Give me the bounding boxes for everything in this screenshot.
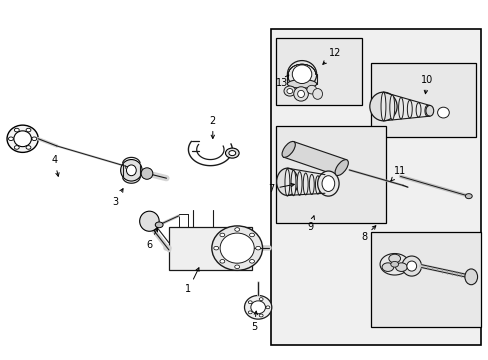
Ellipse shape [213,246,218,250]
Ellipse shape [249,233,254,237]
Ellipse shape [141,168,153,179]
Text: 13: 13 [276,75,288,88]
Ellipse shape [220,260,224,263]
Ellipse shape [395,263,407,271]
Ellipse shape [303,173,307,195]
Ellipse shape [32,137,37,140]
Ellipse shape [312,89,322,99]
Ellipse shape [315,176,320,194]
Ellipse shape [8,137,13,140]
Ellipse shape [228,150,235,156]
Bar [271,30,480,345]
Ellipse shape [284,86,295,96]
Text: 11: 11 [390,166,406,181]
Ellipse shape [297,90,304,98]
Ellipse shape [424,105,429,116]
Ellipse shape [380,92,385,121]
Ellipse shape [464,269,477,285]
Ellipse shape [437,107,448,118]
Ellipse shape [322,176,334,192]
Ellipse shape [381,263,393,271]
Bar [168,226,251,270]
Ellipse shape [211,226,262,270]
Ellipse shape [406,261,416,271]
Ellipse shape [140,211,159,231]
Ellipse shape [398,98,403,119]
Ellipse shape [390,261,398,267]
Ellipse shape [26,146,31,149]
Ellipse shape [287,60,316,88]
Ellipse shape [225,148,239,158]
Ellipse shape [388,254,400,263]
Ellipse shape [415,103,420,117]
Ellipse shape [248,311,252,314]
Ellipse shape [369,92,396,121]
Text: 3: 3 [112,189,123,207]
Ellipse shape [259,298,263,301]
Ellipse shape [334,159,347,176]
Ellipse shape [282,141,295,157]
Ellipse shape [265,306,269,309]
Ellipse shape [276,168,298,195]
Ellipse shape [234,265,239,269]
Ellipse shape [250,301,265,314]
Text: 6: 6 [146,228,157,249]
Ellipse shape [234,228,239,231]
Ellipse shape [121,159,142,181]
Text: 2: 2 [209,116,216,139]
Text: 4: 4 [51,155,59,176]
Bar [276,126,385,223]
Text: 12: 12 [322,48,340,64]
Ellipse shape [297,172,302,195]
Polygon shape [283,141,346,175]
Ellipse shape [249,260,254,263]
Ellipse shape [287,80,316,88]
Bar [370,232,480,327]
Bar [370,63,475,137]
Ellipse shape [248,301,252,304]
Ellipse shape [290,170,295,196]
Ellipse shape [220,233,224,237]
Ellipse shape [285,169,289,196]
Ellipse shape [293,87,308,101]
Ellipse shape [14,128,19,132]
Ellipse shape [14,131,31,147]
Ellipse shape [407,100,411,118]
Ellipse shape [244,296,271,319]
Text: 5: 5 [251,311,257,332]
Ellipse shape [126,165,136,176]
Text: 8: 8 [360,226,375,242]
Text: 9: 9 [306,216,314,231]
Ellipse shape [465,194,471,199]
Text: 1: 1 [185,268,199,294]
Ellipse shape [220,233,254,263]
Ellipse shape [286,89,292,94]
Ellipse shape [306,85,316,94]
Ellipse shape [401,256,421,276]
Bar [276,39,361,105]
Text: 7: 7 [267,183,294,194]
Ellipse shape [425,105,433,116]
Ellipse shape [317,171,338,196]
Ellipse shape [255,246,260,250]
Ellipse shape [7,125,38,152]
Ellipse shape [259,314,263,317]
Ellipse shape [309,174,314,194]
Ellipse shape [292,65,311,84]
Ellipse shape [14,146,19,149]
Ellipse shape [389,95,394,120]
Ellipse shape [155,222,163,228]
Text: 10: 10 [420,75,432,94]
Ellipse shape [321,177,326,194]
Ellipse shape [26,128,31,132]
